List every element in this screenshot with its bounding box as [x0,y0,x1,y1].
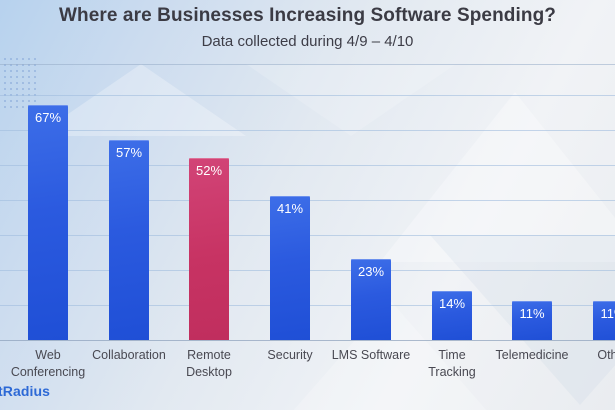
bar-value-label: 14% [438,296,466,311]
chart-title: Where are Businesses Increasing Software… [58,5,557,26]
chart-subtitle: Data collected during 4/9 – 4/10 [201,33,414,50]
gridline-50-percent [0,165,615,166]
bar-value-label: 52% [195,163,223,178]
gridline-60-percent [0,130,615,131]
axis-label-line: Time [438,348,466,362]
bar-value-label: 11% [600,306,615,321]
x-axis-baseline [0,340,615,341]
header-divider [0,64,615,65]
bar-value-label: 23% [357,264,385,279]
axis-label-line: Conferencing [10,365,86,379]
background-pattern-triangle [246,64,456,136]
axis-label-line: Tracking [428,365,476,379]
axis-label-line: LMS Software [331,348,411,362]
axis-label-line: Other [597,348,615,362]
axis-label-security: Security [234,347,346,364]
bar-value-label: 67% [34,110,62,125]
bar-web-conferencing: 67% [28,105,68,340]
axis-label-line: Remote [187,348,231,362]
bar-lms-software: 23% [351,259,391,340]
bar-remote-desktop: 52% [189,158,229,340]
axis-label-line: Desktop [186,365,232,379]
axis-label-web-conferencing: Web Conferencing [0,347,104,381]
axis-label-line: Telemedicine [495,348,569,362]
axis-label-line: Web [35,348,61,362]
axis-label-other: Other [557,347,615,364]
dot-grid-decoration [2,56,38,112]
bar-collaboration: 57% [109,140,149,340]
axis-label-time-tracking: Time Tracking [396,347,508,381]
axis-label-line: Collaboration [92,348,166,362]
bar-telemedicine: 11% [512,301,552,340]
axis-label-lms-software: LMS Software [315,347,427,364]
bar-other: 11% [593,301,615,340]
bar-value-label: 41% [276,201,304,216]
bar-time-tracking: 14% [432,291,472,340]
background-pattern-triangle [380,92,615,262]
trustradius-logo: tRadius [0,383,51,399]
bar-security: 41% [270,196,310,340]
bar-value-label: 11% [519,306,545,321]
axis-label-telemedicine: Telemedicine [476,347,588,364]
axis-label-line: Security [267,348,313,362]
gridline-70-percent [0,95,615,96]
bar-value-label: 57% [115,145,143,160]
axis-label-collaboration: Collaboration [73,347,185,364]
axis-label-remote-desktop: Remote Desktop [153,347,265,381]
